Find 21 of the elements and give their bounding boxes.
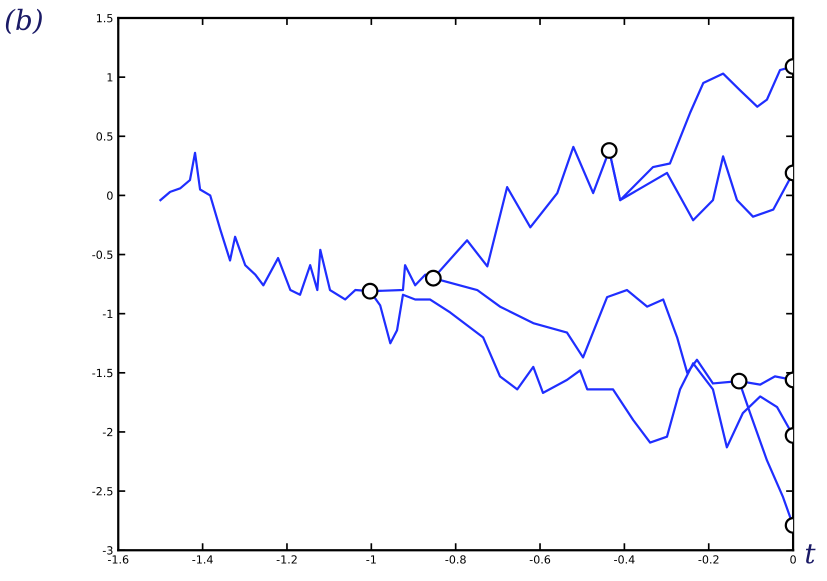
x-tick-label: 0	[790, 555, 796, 564]
y-tick-label: 1.5	[96, 14, 112, 22]
x-tick-label: -0.4	[614, 555, 635, 564]
y-tick-label: -2	[102, 428, 112, 436]
x-tick-label: -1.6	[108, 555, 128, 564]
y-tick-label: 0	[107, 191, 113, 200]
y-tick-label: -1.5	[92, 368, 112, 378]
x-tick-label: -0.2	[698, 555, 718, 564]
x-tick-label: -1.4	[192, 555, 213, 564]
y-tick-label: -2.5	[92, 487, 112, 496]
x-tick-label: -0.6	[530, 555, 550, 564]
y-tick-label: -1	[102, 310, 112, 318]
x-tick-label: -1.2	[276, 555, 297, 564]
chart-title: (b)	[6, 8, 42, 34]
y-tick-label: 0.5	[96, 132, 112, 141]
x-tick-label: -0.8	[445, 555, 466, 564]
x-axis-title: t	[806, 544, 816, 564]
x-tick-label: -1	[366, 555, 376, 564]
y-tick-label: 1	[108, 73, 112, 82]
y-tick-label: -3	[102, 546, 113, 555]
y-tick-label: -0.5	[92, 250, 112, 259]
